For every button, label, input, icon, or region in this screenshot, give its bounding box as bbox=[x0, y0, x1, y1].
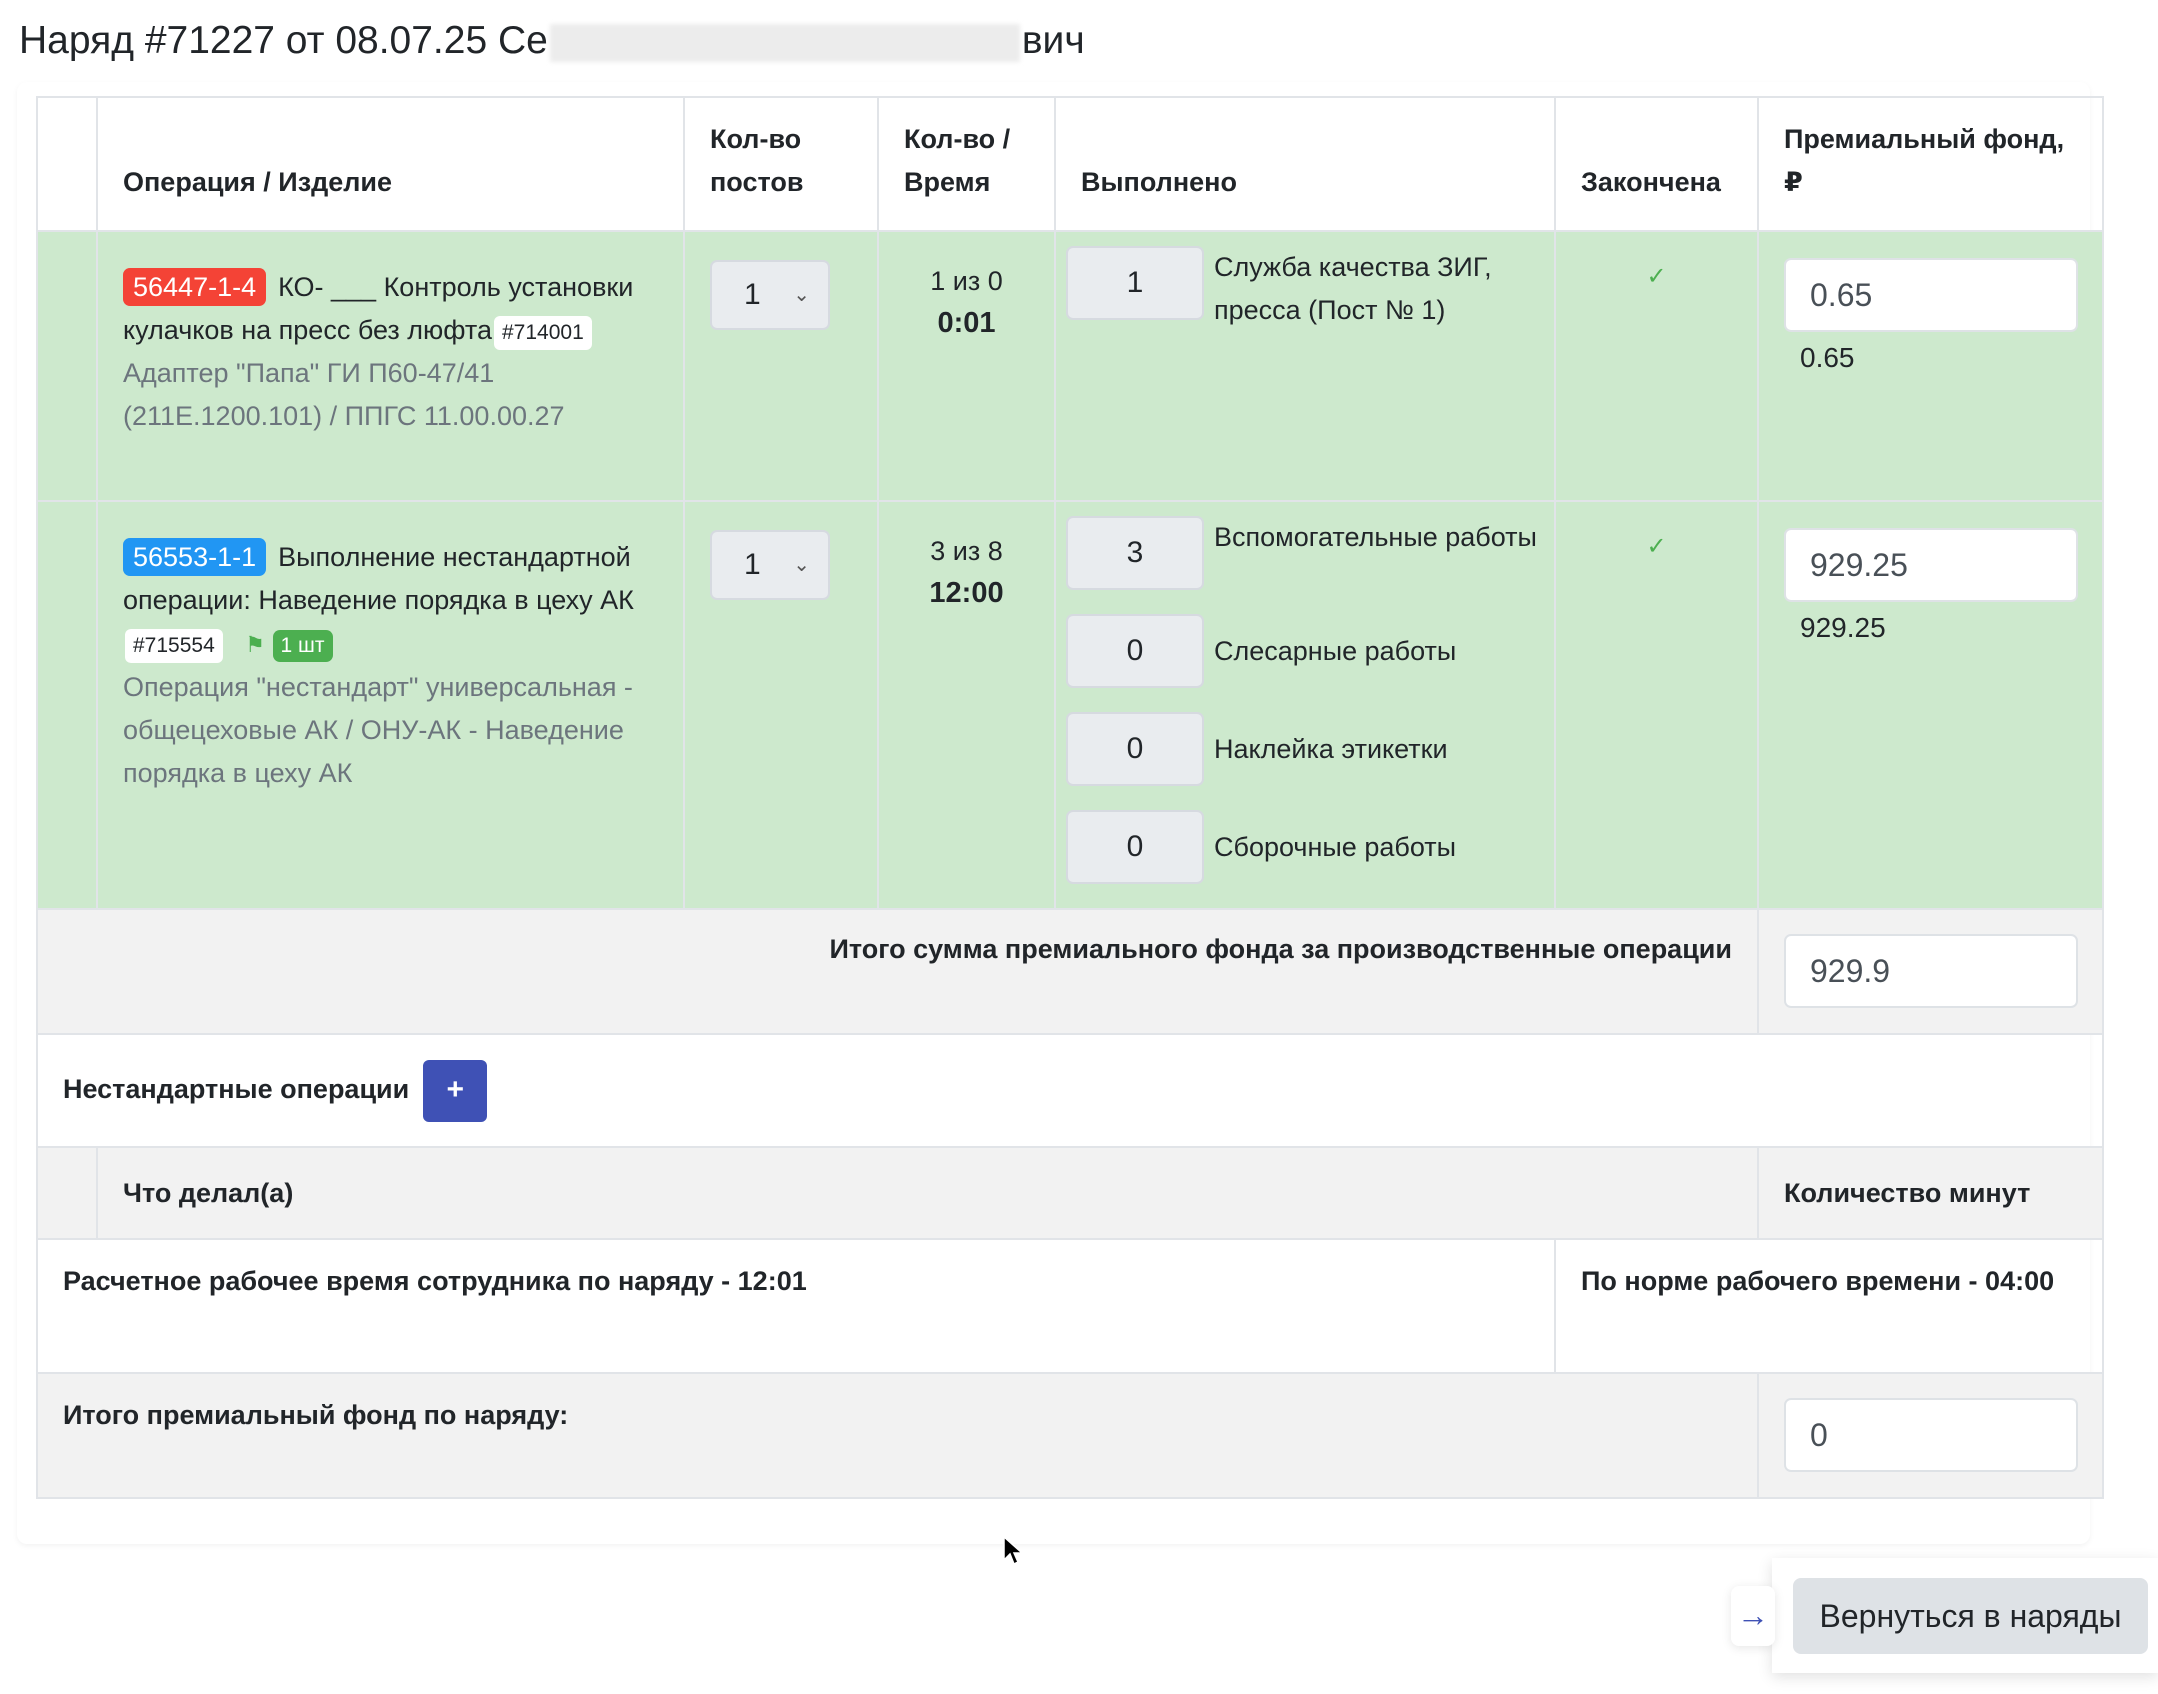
header-fund: Премиальный фонд, ₽ bbox=[1757, 96, 2104, 232]
add-nonstandard-button[interactable]: + bbox=[423, 1059, 488, 1122]
pieces-badge: 1 шт bbox=[272, 630, 333, 662]
redacted-name bbox=[549, 23, 1020, 62]
operation-badge[interactable]: 56447-1-4 bbox=[123, 268, 267, 306]
calc-time: Расчетное рабочее время сотрудника по на… bbox=[36, 1238, 1556, 1374]
table-header: Операция / Изделие Кол-во постов Кол-во … bbox=[36, 96, 2104, 232]
table-row: 56447-1-4 КО- ___ Контроль установки кула… bbox=[36, 230, 2104, 502]
product-name: Операция "нестандарт" универсальная - об… bbox=[123, 672, 633, 788]
operations-table: Операция / Изделие Кол-во постов Кол-во … bbox=[36, 96, 2104, 1499]
total-input[interactable]: 929.9 bbox=[1784, 934, 2078, 1008]
nonstandard-header: Что делал(а) Количество минут bbox=[36, 1146, 2104, 1240]
back-to-orders-button[interactable]: Вернуться в наряды bbox=[1793, 1578, 2148, 1654]
done-input[interactable]: 3 bbox=[1066, 516, 1204, 590]
flag-icon: ⚑ bbox=[245, 632, 266, 657]
time-row: Расчетное рабочее время сотрудника по на… bbox=[36, 1238, 2104, 1374]
arrow-right-icon[interactable]: → bbox=[1731, 1586, 1775, 1646]
header-operation: Операция / Изделие bbox=[96, 96, 685, 232]
header-qty-time: Кол-во / Время bbox=[877, 96, 1056, 232]
fund-input[interactable]: 929.25 bbox=[1784, 528, 2078, 602]
grand-total-input[interactable]: 0 bbox=[1784, 1398, 2078, 1472]
nonstandard-row: Нестандартные операции + bbox=[36, 1033, 2104, 1148]
grand-total-label: Итого премиальный фонд по наряду: bbox=[36, 1372, 1759, 1499]
done-input[interactable]: 0 bbox=[1066, 712, 1204, 786]
posts-select[interactable]: 1 ⌄ bbox=[710, 530, 830, 600]
operation-badge[interactable]: 56553-1-1 bbox=[123, 538, 267, 576]
total-label: Итого сумма премиального фонда за произв… bbox=[36, 908, 1759, 1035]
product-name: Адаптер "Папа" ГИ П60-47/41 (211Е.1200.1… bbox=[123, 358, 565, 431]
page-title: Наряд #71227 от 08.07.25 Се вич bbox=[19, 19, 1085, 62]
operation-code: #714001 bbox=[494, 316, 592, 350]
check-icon: ✓ bbox=[1554, 230, 1759, 502]
done-input[interactable]: 0 bbox=[1066, 614, 1204, 688]
done-input[interactable]: 1 bbox=[1066, 246, 1204, 320]
table-row: 56553-1-1 Выполнение нестандартной операц… bbox=[36, 500, 2104, 910]
done-input[interactable]: 0 bbox=[1066, 810, 1204, 884]
header-done: Выполнено bbox=[1054, 96, 1556, 232]
nonstandard-label: Нестандартные операции bbox=[63, 1073, 410, 1104]
fund-input[interactable]: 0.65 bbox=[1784, 258, 2078, 332]
chevron-down-icon: ⌄ bbox=[793, 554, 810, 576]
grand-total-row: Итого премиальный фонд по наряду: 0 bbox=[36, 1372, 2104, 1499]
norm-time: По норме рабочего времени - 04:00 bbox=[1554, 1238, 2104, 1374]
header-finished: Закончена bbox=[1554, 96, 1759, 232]
total-row: Итого сумма премиального фонда за произв… bbox=[36, 908, 2104, 1035]
posts-select[interactable]: 1 ⌄ bbox=[710, 260, 830, 330]
check-icon: ✓ bbox=[1554, 500, 1759, 910]
chevron-down-icon: ⌄ bbox=[793, 284, 810, 306]
header-posts: Кол-во постов bbox=[683, 96, 879, 232]
operation-code: #715554 bbox=[125, 629, 223, 663]
mouse-cursor-icon bbox=[1003, 1536, 1024, 1566]
